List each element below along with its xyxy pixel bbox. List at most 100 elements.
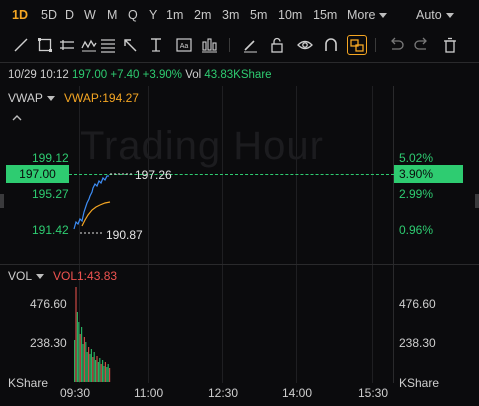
volume-selector[interactable]: VOL: [8, 269, 45, 283]
low-marker: 190.87: [106, 228, 143, 242]
toolbar-divider: [375, 38, 376, 52]
price-line: [73, 175, 109, 230]
volume-label: VOL: [8, 269, 33, 283]
undo-icon[interactable]: [387, 36, 405, 54]
quote-vol-value: 43.83KShare: [204, 69, 272, 81]
magnet-icon[interactable]: [322, 36, 340, 54]
volume-unit: KShare: [8, 376, 49, 390]
horizontal-ray-icon[interactable]: [58, 36, 76, 54]
volume-bar: [90, 349, 92, 382]
tf-5m[interactable]: 5m: [250, 8, 268, 22]
volume-value: VOL1:43.83: [53, 269, 118, 283]
quote-change: +7.40: [110, 69, 140, 81]
time-tick: 11:00: [134, 386, 164, 400]
quote-price: 197.00: [71, 69, 108, 81]
watermark: Trading Hour: [80, 124, 324, 168]
current-pct-badge: 3.90%: [394, 165, 463, 183]
redo-icon[interactable]: [413, 36, 431, 54]
tf-m[interactable]: M: [107, 8, 118, 22]
chevron-down-icon: [36, 274, 45, 280]
volume-bar: [99, 358, 101, 382]
pencil-icon[interactable]: [241, 36, 259, 54]
quote-vol-label: Vol: [185, 69, 202, 81]
volume-bar: [82, 344, 84, 382]
price-tick: 199.12: [32, 151, 69, 165]
toolbar-divider: [229, 38, 230, 52]
volume-bar: [83, 337, 85, 382]
text-tool-icon[interactable]: [147, 36, 165, 54]
quote-info: 10/29 10:12 197.00 +7.40 +3.90% Vol 43.8…: [8, 69, 272, 81]
high-marker: 197.26: [135, 168, 172, 182]
volume-bar: [89, 354, 91, 382]
volume-bar: [86, 352, 88, 382]
volume-tick: 238.30: [30, 336, 67, 350]
right-edge-handle[interactable]: [475, 194, 479, 208]
bar-pattern-icon[interactable]: [200, 36, 218, 54]
volume-unit: KShare: [399, 376, 440, 390]
chevron-down-icon: [445, 13, 454, 19]
pct-tick: 0.96%: [399, 223, 434, 237]
volume-bar: [100, 364, 102, 382]
grid-line: [296, 86, 297, 264]
volume-bar: [103, 366, 105, 382]
volume-bar: [106, 367, 108, 382]
time-tick: 14:00: [282, 386, 313, 400]
tf-3m[interactable]: 3m: [222, 8, 240, 22]
vwap-line: [81, 201, 111, 227]
grid-line: [372, 86, 373, 264]
left-edge-handle[interactable]: [0, 194, 4, 208]
eye-icon[interactable]: [296, 36, 314, 54]
pane-divider: [0, 264, 479, 265]
lock-icon[interactable]: [268, 36, 286, 54]
wave-icon[interactable]: [80, 36, 98, 54]
line-tool-icon[interactable]: [12, 36, 30, 54]
more-label: More: [347, 8, 376, 22]
volume-bar: [107, 364, 109, 382]
grid-line: [148, 86, 149, 264]
tf-w[interactable]: W: [84, 8, 96, 22]
volume-bar: [93, 352, 95, 382]
volume-bar: [97, 362, 99, 382]
volume-bar: [75, 287, 77, 382]
price-axis-divider: [393, 265, 394, 383]
price-tick: 191.42: [32, 223, 69, 237]
volume-bar: [92, 357, 94, 382]
tf-1d[interactable]: 1D: [12, 8, 28, 22]
tf-y[interactable]: Y: [149, 8, 158, 22]
tf-1m[interactable]: 1m: [166, 8, 184, 22]
chevron-down-icon: [379, 13, 388, 19]
auto-label: Auto: [416, 8, 442, 22]
volume-bar: [76, 312, 78, 382]
current-price-badge: 197.00: [6, 165, 69, 183]
tf-2m[interactable]: 2m: [194, 8, 212, 22]
volume-tick: 476.60: [30, 297, 67, 311]
tf-10m[interactable]: 10m: [278, 8, 303, 22]
tf-5d[interactable]: 5D: [41, 8, 57, 22]
more-dropdown[interactable]: More: [347, 8, 388, 22]
tf-d[interactable]: D: [65, 8, 75, 22]
volume-tick: 476.60: [399, 297, 436, 311]
tf-15m[interactable]: 15m: [313, 8, 338, 22]
volume-bar: [102, 360, 104, 382]
trash-icon[interactable]: [441, 36, 459, 54]
indicator-name: VWAP: [8, 91, 43, 105]
pitchfork-icon[interactable]: [99, 36, 117, 54]
collapse-icon[interactable]: [10, 112, 24, 124]
auto-dropdown[interactable]: Auto: [416, 8, 454, 22]
arrow-icon[interactable]: [121, 36, 139, 54]
label-tool-icon[interactable]: Aa: [175, 36, 193, 54]
volume-bar: [78, 322, 80, 382]
tf-q[interactable]: Q: [128, 8, 138, 22]
volume-bar: [95, 360, 97, 382]
price-tick: 195.27: [32, 187, 69, 201]
grid-line: [296, 265, 297, 383]
indicator-selector[interactable]: VWAP: [8, 91, 55, 105]
volume-bar: [104, 362, 106, 382]
volume-bar: [88, 347, 90, 382]
pct-tick: 2.99%: [399, 187, 434, 201]
pct-tick: 5.02%: [399, 151, 434, 165]
rect-select-icon[interactable]: [36, 36, 54, 54]
layers-icon[interactable]: [347, 35, 367, 55]
chevron-down-icon: [46, 96, 55, 102]
vwap-value: VWAP:194.27: [64, 91, 139, 105]
